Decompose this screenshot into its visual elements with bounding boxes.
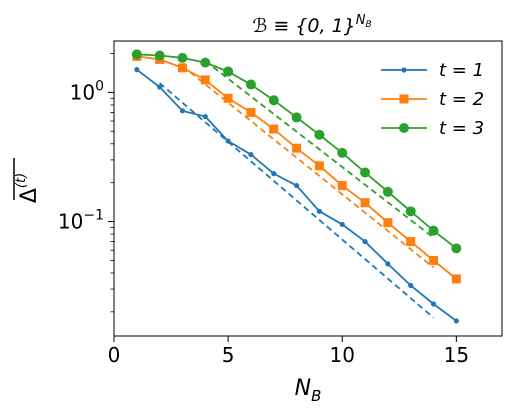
data-point [453,318,459,324]
data-point [405,206,416,217]
legend-label: t = 2 [439,89,484,110]
data-point [291,112,302,123]
legend-item: t = 1 [381,60,484,81]
data-point [451,274,461,284]
x-tick-label: 5 [222,343,235,367]
data-point [406,237,416,247]
data-point [177,63,187,73]
y-axis-label: Δ(t) [14,173,42,203]
y-tick-label: 10−1 [58,208,104,234]
series-t1 [134,67,459,324]
data-point [292,143,302,153]
data-point [430,301,437,307]
y-axis: 100 10−1 [58,53,114,313]
x-axis-label: NB [295,376,322,405]
data-point [360,167,371,178]
data-point [401,67,407,73]
legend-item: t = 3 [381,118,484,139]
data-point [134,67,140,73]
data-point [451,243,462,254]
data-point [362,238,368,245]
data-point [337,181,347,191]
data-point [399,123,409,133]
data-point [200,57,211,68]
data-point [179,108,186,114]
data-point [360,198,370,208]
data-point [383,218,393,228]
data-point [382,186,393,197]
fit-line [204,60,435,239]
data-point [245,79,256,90]
data-point [200,75,210,85]
chart-title: ℬ ≡ {0, 1}NB [252,13,371,37]
x-tick-label: 15 [444,343,469,367]
x-axis: 0 5 10 15 [108,336,469,367]
data-point [429,255,439,265]
plot-area [113,40,503,337]
x-tick-label: 10 [330,343,355,367]
data-point [314,161,324,171]
data-point [248,151,254,158]
data-point [339,221,345,228]
data-point [131,49,142,60]
data-point [428,225,439,236]
data-point [316,208,323,214]
data-point [154,50,165,61]
data-point [337,147,348,158]
x-tick-label: 0 [108,343,121,367]
data-point [225,138,231,144]
data-point [157,84,163,90]
data-point [268,95,279,106]
legend: t = 1 t = 2 t = 3 [381,60,484,139]
data-point [408,282,414,289]
data-point [223,66,234,77]
fit-line [159,82,435,319]
data-point [177,52,188,63]
data-point [269,124,279,134]
data-point [293,182,300,189]
series-t3 [131,49,462,254]
data-point [202,113,208,120]
legend-label: t = 1 [439,60,484,81]
series-t2 [132,51,461,284]
legend-item: t = 2 [381,89,484,110]
series-line [136,68,457,322]
data-point [385,261,391,267]
fit-line [181,65,435,269]
data-point [271,171,277,177]
data-point [399,94,409,104]
legend-label: t = 3 [439,118,484,139]
data-point [246,107,256,117]
series-layer [131,49,462,324]
data-point [314,129,325,140]
y-tick-label: 100 [70,78,104,104]
y-axis-label-group: Δ(t) [13,158,42,203]
data-point [223,93,233,103]
